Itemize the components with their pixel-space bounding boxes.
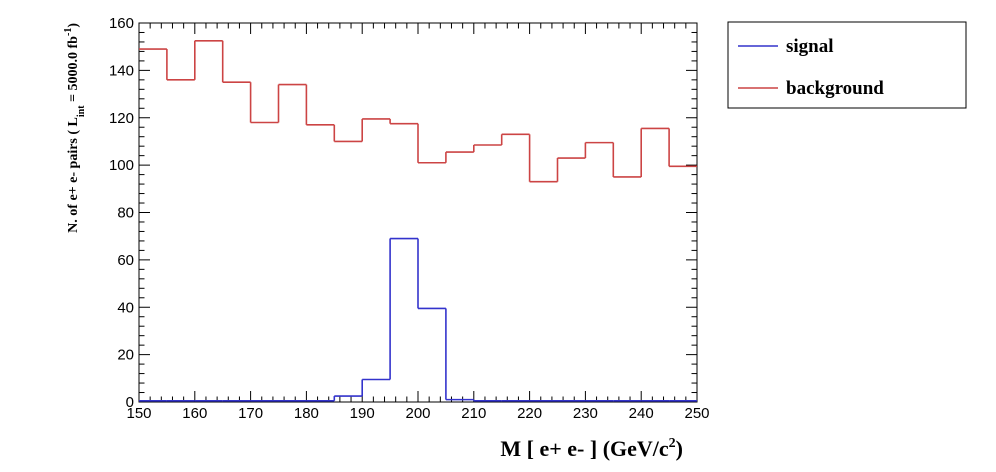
x-tick-label: 160 <box>182 405 207 422</box>
y-tick-label: 40 <box>117 299 134 316</box>
x-tick-label: 170 <box>238 405 263 422</box>
series-background <box>139 39 697 183</box>
y-axis-title-prefix: N. of e+ e- pairs ( L <box>66 117 81 233</box>
x-tick-label: 220 <box>517 405 542 422</box>
y-tick-label: 120 <box>109 110 134 127</box>
series-signal <box>139 237 697 402</box>
legend-signal-label: signal <box>786 36 834 57</box>
x-axis-title: M [ e+ e- ] (GeV/c2) <box>500 436 683 461</box>
y-axis-title-suffix: ) <box>66 23 81 28</box>
x-tick-label: 180 <box>294 405 319 422</box>
y-tick-labels: 0 20 40 60 80 100 120 140 160 <box>109 15 134 411</box>
x-tick-label: 190 <box>350 405 375 422</box>
x-tick-label: 150 <box>126 405 151 422</box>
y-tick-label: 20 <box>117 347 134 364</box>
x-tick-label: 250 <box>684 405 709 422</box>
y-tick-label: 60 <box>117 252 134 269</box>
y-tick-label: 160 <box>109 15 134 32</box>
y-axis-title-sup: -1 <box>63 28 74 36</box>
x-axis-title-main: M [ e+ e- ] (GeV/c <box>500 436 669 461</box>
legend-box <box>727 21 967 109</box>
x-tick-label: 210 <box>461 405 486 422</box>
y-tick-label: 0 <box>126 394 134 411</box>
x-axis-title-sup: 2 <box>669 436 676 451</box>
x-tick-label: 240 <box>629 405 654 422</box>
x-axis-title-close: ) <box>676 436 683 461</box>
y-axis-title-mid: = 5000.0 fb <box>66 36 81 106</box>
x-tick-labels: 150 160 170 180 190 200 210 220 230 240 250 <box>126 405 709 422</box>
y-axis-title: N. of e+ e- pairs ( Lint = 5000.0 fb-1) <box>63 23 87 233</box>
legend-background-label: background <box>786 78 884 99</box>
y-tick-label: 80 <box>117 205 134 222</box>
legend: signal background <box>727 21 967 109</box>
x-tick-label: 230 <box>573 405 598 422</box>
y-axis-title-sub: int <box>76 105 87 117</box>
x-tick-label: 200 <box>405 405 430 422</box>
y-tick-label: 140 <box>109 62 134 79</box>
axis-ticks <box>138 22 698 403</box>
y-tick-label: 100 <box>109 157 134 174</box>
series-lines <box>139 39 697 402</box>
